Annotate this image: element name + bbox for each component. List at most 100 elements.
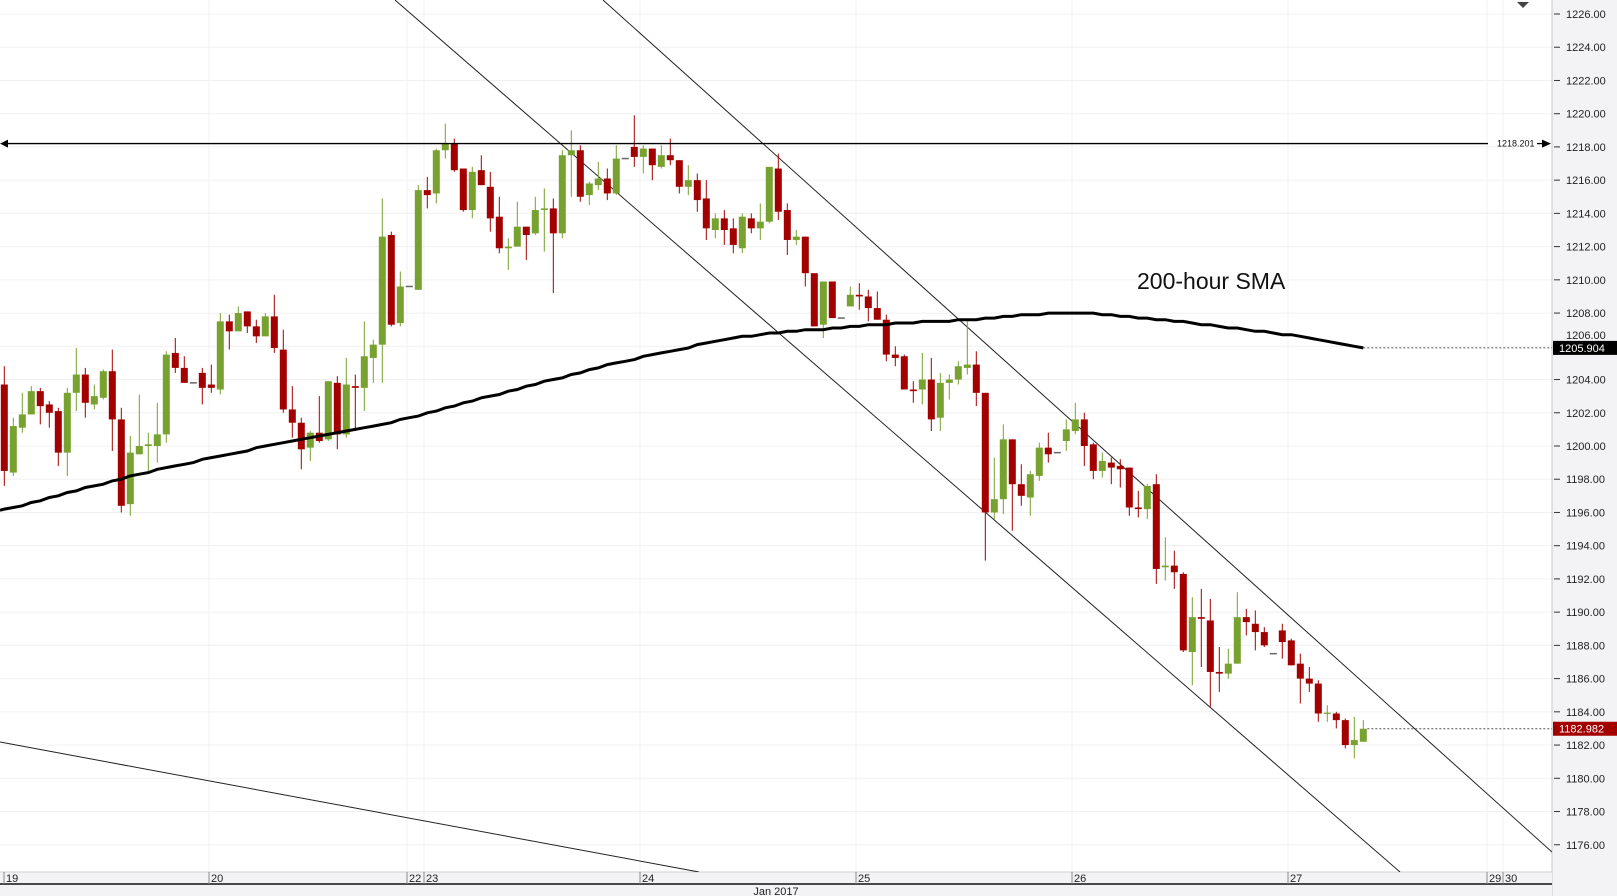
candle[interactable] [981, 392, 989, 561]
candle[interactable] [684, 165, 692, 196]
candle[interactable] [1143, 484, 1151, 520]
candle[interactable] [1296, 653, 1304, 704]
candle[interactable] [144, 432, 152, 471]
candle[interactable] [648, 148, 656, 181]
candle[interactable] [495, 196, 503, 254]
candle[interactable] [369, 339, 377, 383]
candle[interactable] [1116, 459, 1124, 488]
candle[interactable] [783, 203, 791, 255]
candle[interactable] [243, 311, 251, 334]
candle[interactable] [414, 185, 422, 290]
candle[interactable] [990, 457, 998, 520]
candle[interactable] [1188, 597, 1196, 686]
candle[interactable] [342, 357, 350, 438]
candle[interactable] [720, 210, 728, 245]
candle[interactable] [288, 386, 296, 438]
plot-area[interactable] [0, 0, 1552, 872]
candle[interactable] [351, 374, 359, 432]
candle[interactable] [1341, 718, 1349, 749]
candle[interactable] [1170, 550, 1178, 589]
candle[interactable] [1035, 442, 1043, 481]
candle[interactable] [477, 155, 485, 186]
candle[interactable] [198, 367, 206, 405]
candle[interactable] [63, 387, 71, 476]
candle[interactable] [1224, 648, 1232, 679]
candle[interactable] [1179, 572, 1187, 653]
candle[interactable] [81, 367, 89, 418]
candle[interactable] [1359, 720, 1367, 742]
candle[interactable] [1287, 638, 1295, 666]
candle[interactable] [1125, 467, 1133, 516]
candle[interactable] [9, 417, 17, 476]
candle[interactable] [1071, 402, 1079, 435]
candle[interactable] [846, 286, 854, 307]
candle[interactable] [36, 387, 44, 425]
candle[interactable] [162, 351, 170, 443]
candle[interactable] [936, 372, 944, 432]
candle[interactable] [180, 356, 188, 383]
candle[interactable] [216, 313, 224, 395]
candle[interactable] [468, 166, 476, 219]
candle[interactable] [486, 171, 494, 232]
candle[interactable] [252, 319, 260, 343]
candle[interactable] [909, 381, 917, 403]
candle[interactable] [927, 357, 935, 432]
candle[interactable] [693, 173, 701, 212]
candle[interactable] [756, 203, 764, 240]
candle[interactable] [540, 188, 548, 252]
candle[interactable] [522, 226, 530, 260]
price-axis[interactable] [1552, 0, 1617, 896]
candle[interactable] [639, 145, 647, 174]
candle[interactable] [558, 150, 566, 239]
candle[interactable] [333, 376, 341, 450]
candle[interactable] [612, 145, 620, 196]
candle[interactable] [1008, 439, 1016, 531]
candle[interactable] [306, 431, 314, 461]
candle[interactable] [378, 198, 386, 383]
candle[interactable] [1350, 716, 1358, 759]
candle[interactable] [765, 166, 773, 224]
candle[interactable] [810, 273, 818, 327]
candle[interactable] [1062, 419, 1070, 451]
candle[interactable] [1251, 610, 1259, 651]
candle[interactable] [270, 294, 278, 353]
candle[interactable] [738, 213, 746, 254]
candle[interactable] [54, 407, 62, 466]
candle[interactable] [855, 283, 863, 310]
candle[interactable] [1152, 474, 1160, 584]
candle[interactable] [72, 347, 80, 412]
candle[interactable] [0, 366, 8, 486]
candle[interactable] [432, 148, 440, 204]
candle[interactable] [513, 201, 521, 247]
long-term-trendline[interactable] [0, 741, 700, 872]
candle[interactable] [828, 281, 836, 319]
candle[interactable] [630, 115, 638, 167]
candle[interactable] [153, 402, 161, 463]
candle[interactable] [225, 314, 233, 350]
candle[interactable] [1206, 598, 1214, 707]
candle[interactable] [1215, 647, 1223, 692]
candle[interactable] [864, 289, 872, 322]
candle[interactable] [711, 213, 719, 239]
candle[interactable] [117, 407, 125, 513]
candle[interactable] [1161, 537, 1169, 581]
candle[interactable] [801, 236, 809, 287]
candle[interactable] [459, 168, 467, 212]
candle[interactable] [1278, 623, 1286, 659]
candle[interactable] [1332, 711, 1340, 729]
candle[interactable] [1305, 666, 1313, 692]
candle[interactable] [729, 218, 737, 254]
candle[interactable] [1233, 592, 1241, 664]
candle[interactable] [576, 145, 584, 202]
candle[interactable] [396, 271, 404, 327]
collapse-triangle-icon[interactable] [1517, 2, 1529, 8]
candle[interactable] [45, 401, 53, 428]
horizontal-level[interactable]: 1218.201 [0, 139, 1551, 149]
candle[interactable] [297, 417, 305, 470]
candle[interactable] [1017, 464, 1025, 506]
candle[interactable] [90, 384, 98, 410]
candle[interactable] [1197, 588, 1205, 667]
candle[interactable] [918, 352, 926, 405]
candle[interactable] [1107, 457, 1115, 485]
